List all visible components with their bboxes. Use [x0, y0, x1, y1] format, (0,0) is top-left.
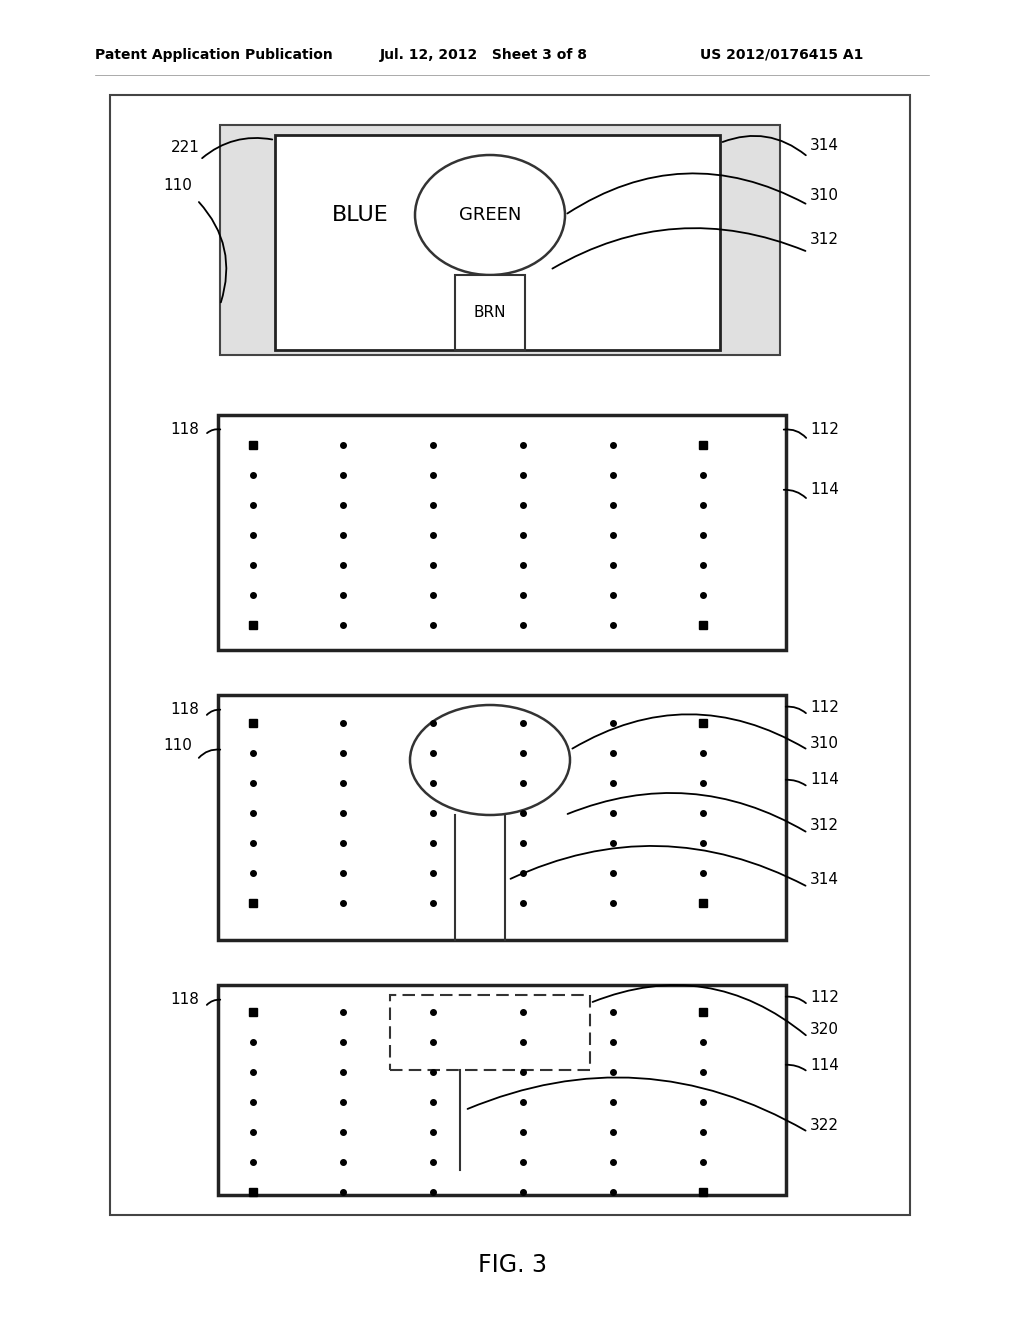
Text: US 2012/0176415 A1: US 2012/0176415 A1	[700, 48, 863, 62]
Ellipse shape	[410, 705, 570, 814]
Text: 114: 114	[810, 483, 839, 498]
Ellipse shape	[415, 154, 565, 275]
Text: 118: 118	[171, 993, 200, 1007]
Bar	[110, 95, 910, 1214]
Text: 310: 310	[810, 187, 839, 202]
Text: 112: 112	[810, 990, 839, 1005]
Text: BRN: BRN	[474, 305, 506, 319]
Text: 110: 110	[164, 177, 193, 193]
Text: 112: 112	[810, 700, 839, 714]
Bar	[218, 985, 786, 1195]
Text: 110: 110	[164, 738, 193, 752]
Bar	[455, 275, 525, 350]
Text: GREEN: GREEN	[459, 206, 521, 224]
Text: Jul. 12, 2012   Sheet 3 of 8: Jul. 12, 2012 Sheet 3 of 8	[380, 48, 588, 62]
Text: Patent Application Publication: Patent Application Publication	[95, 48, 333, 62]
Text: 118: 118	[171, 702, 200, 718]
Bar	[275, 135, 720, 350]
Text: 322: 322	[810, 1118, 839, 1133]
Text: 310: 310	[810, 735, 839, 751]
Bar	[390, 995, 590, 1071]
Text: 314: 314	[810, 873, 839, 887]
Text: BLUE: BLUE	[332, 205, 388, 224]
Bar	[220, 125, 780, 355]
Text: 114: 114	[810, 772, 839, 788]
Text: 118: 118	[171, 422, 200, 437]
Text: 114: 114	[810, 1057, 839, 1072]
Bar	[218, 414, 786, 649]
Text: 112: 112	[810, 422, 839, 437]
Text: 320: 320	[810, 1023, 839, 1038]
Text: 312: 312	[810, 817, 839, 833]
Text: 221: 221	[171, 140, 200, 156]
Bar	[218, 696, 786, 940]
Text: 312: 312	[810, 232, 839, 248]
Text: 314: 314	[810, 137, 839, 153]
Text: FIG. 3: FIG. 3	[477, 1253, 547, 1276]
